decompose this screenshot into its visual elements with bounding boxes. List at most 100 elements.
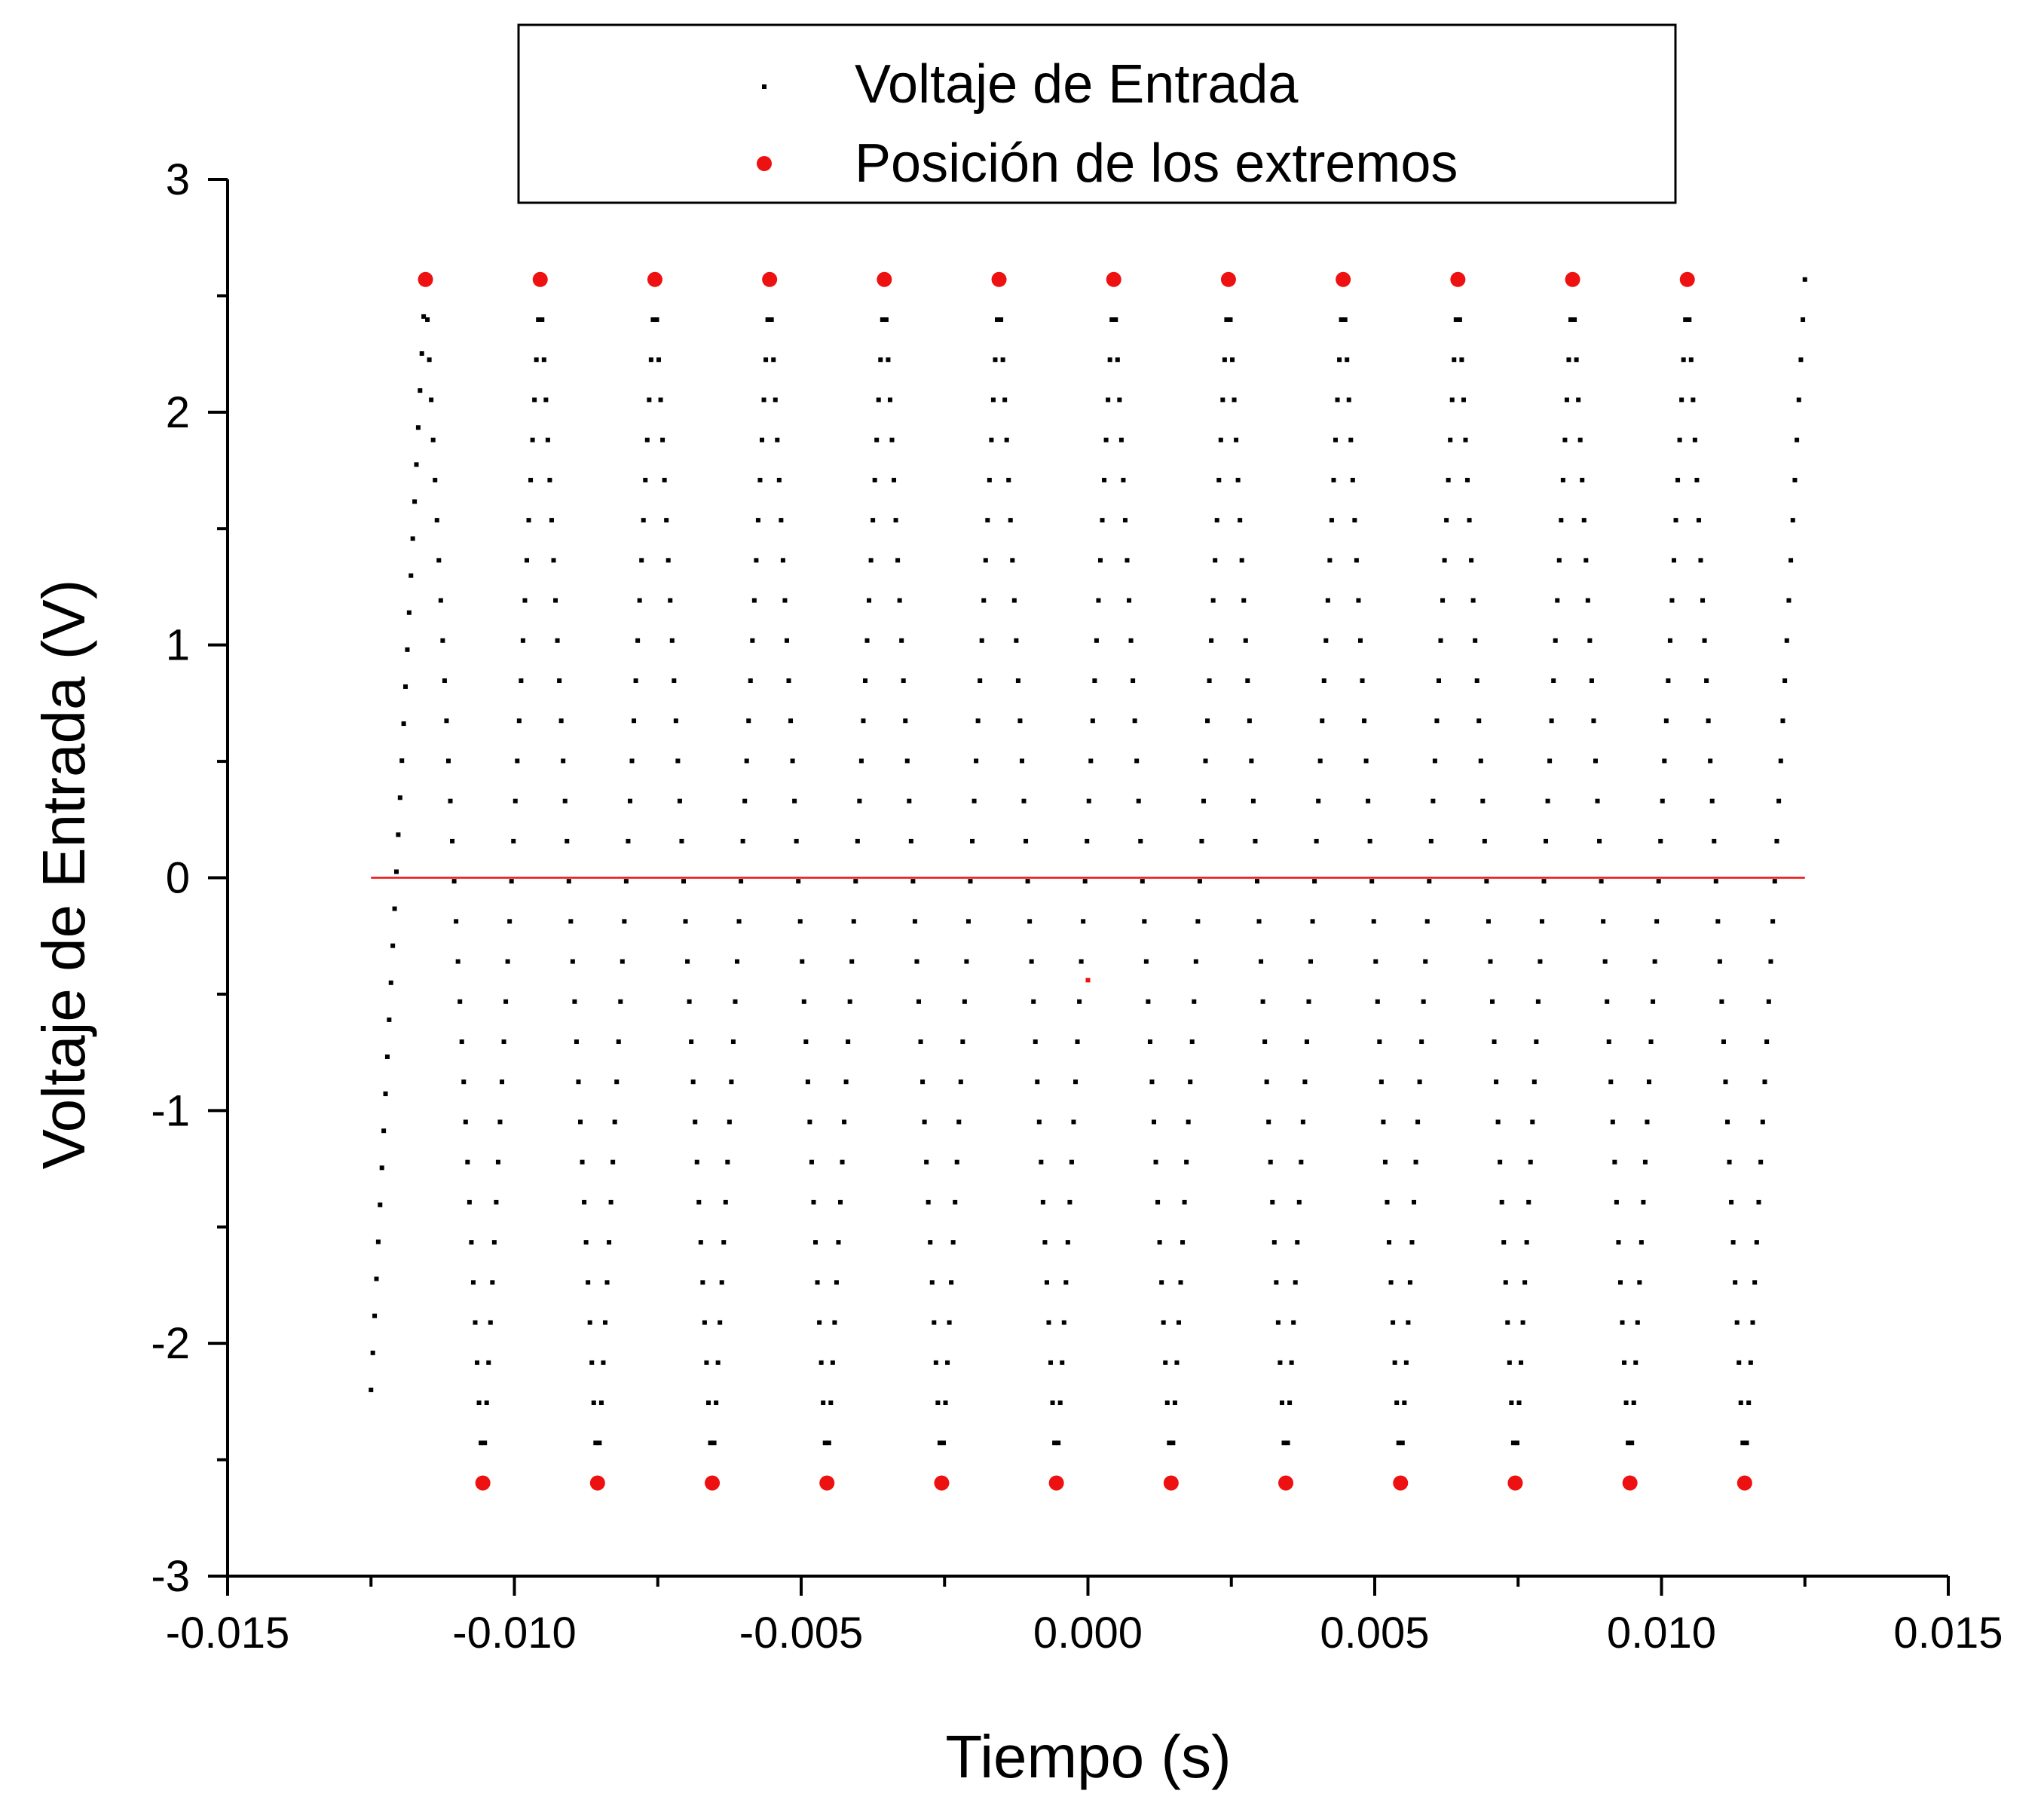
voltage-sample-point [583, 1240, 589, 1245]
voltage-sample-point [465, 1159, 470, 1165]
voltage-sample-point [1459, 357, 1464, 363]
voltage-sample-point [836, 1240, 841, 1245]
voltage-sample-point [1402, 1400, 1407, 1406]
extremum-point [1220, 271, 1236, 287]
voltage-sample-point [1727, 1159, 1732, 1165]
voltage-sample-point [932, 1320, 937, 1325]
voltage-sample-point [797, 919, 803, 924]
voltage-sample-point [1702, 638, 1707, 643]
y-tick-label: 2 [166, 388, 190, 437]
voltage-sample-point [834, 1280, 839, 1285]
voltage-sample-point [922, 1119, 927, 1125]
voltage-sample-point [1346, 397, 1351, 403]
voltage-sample-point [1786, 598, 1792, 603]
voltage-sample-point [1207, 678, 1212, 684]
voltage-sample-point [907, 798, 912, 804]
voltage-sample-point [1199, 838, 1204, 843]
voltage-sample-point [1373, 959, 1378, 964]
extremum-point [819, 1475, 835, 1491]
voltage-sample-point [1488, 959, 1493, 964]
voltage-sample-point [1216, 477, 1222, 482]
voltage-sample-point [1121, 477, 1126, 482]
voltage-sample-point [1317, 758, 1323, 764]
voltage-sample-point [846, 1039, 851, 1045]
voltage-sample-point [1253, 838, 1258, 843]
voltage-sample-point [740, 838, 745, 843]
voltage-sample-point [591, 1400, 596, 1406]
voltage-sample-point [1696, 518, 1701, 523]
voltage-sample-point [807, 1119, 812, 1125]
voltage-sample-point [677, 798, 682, 804]
voltage-sample-point [1784, 638, 1789, 643]
voltage-sample-point [1378, 1079, 1384, 1085]
voltage-sample-point [796, 879, 801, 884]
voltage-sample-point [513, 798, 518, 804]
voltage-sample-point [598, 1400, 604, 1406]
voltage-sample-point [990, 397, 996, 403]
voltage-sample-point [995, 317, 1000, 323]
voltage-sample-point [1776, 798, 1782, 804]
voltage-sample-point [956, 1119, 962, 1125]
extremum-point [1507, 1475, 1523, 1491]
voltage-sample-point [947, 1320, 952, 1325]
voltage-sample-point [924, 1159, 929, 1165]
voltage-sample-point [1480, 798, 1486, 804]
voltage-sample-point [1675, 477, 1681, 482]
extremum-point [877, 271, 892, 287]
voltage-sample-point [1262, 1039, 1268, 1045]
voltage-sample-point [1146, 999, 1151, 1004]
voltage-sample-point [1748, 1360, 1753, 1365]
legend-label-voltaje: Voltaje de Entrada [855, 54, 1299, 115]
voltage-sample-point [1164, 1400, 1170, 1406]
voltage-sample-point [1000, 357, 1005, 363]
voltage-sample-point [1260, 999, 1265, 1004]
voltage-sample-point [1599, 879, 1604, 884]
voltage-sample-point [792, 798, 797, 804]
voltage-sample-point [1421, 999, 1426, 1004]
voltage-sample-point [861, 718, 866, 724]
voltage-sample-point [862, 678, 867, 684]
voltage-sample-point [929, 1280, 935, 1285]
voltage-sample-point [558, 718, 564, 724]
voltage-sample-point [1482, 838, 1487, 843]
voltage-sample-point [719, 1280, 724, 1285]
voltage-sample-point [1403, 1360, 1409, 1365]
voltage-sample-point [739, 879, 744, 884]
voltage-sample-point [851, 919, 856, 924]
voltage-sample-point [1449, 397, 1455, 403]
voltage-sample-point [1291, 1320, 1296, 1325]
voltage-sample-point [1357, 638, 1363, 643]
voltage-sample-point [1519, 1360, 1524, 1365]
voltage-sample-point [1360, 678, 1365, 684]
voltage-sample-point [1107, 357, 1112, 363]
voltage-sample-point [1591, 718, 1596, 724]
voltage-sample-point [1073, 1079, 1079, 1085]
voltage-sample-point [1738, 1400, 1743, 1406]
voltage-sample-point [1371, 919, 1376, 924]
voltage-sample-point [1708, 758, 1713, 764]
voltage-sample-point [1299, 1159, 1304, 1165]
voltage-sample-point [589, 1360, 595, 1365]
extremum-point [1048, 1475, 1064, 1491]
voltage-sample-point [658, 397, 663, 403]
voltage-sample-point [855, 838, 860, 843]
voltage-sample-point [1274, 1280, 1279, 1285]
voltage-sample-point [983, 558, 988, 563]
voltage-sample-point [941, 1440, 946, 1446]
voltage-sample-point [1350, 477, 1355, 482]
voltage-sample-point [1505, 1320, 1510, 1325]
voltage-sample-point [501, 1039, 506, 1045]
voltage-sample-point [1356, 598, 1361, 603]
voltage-sample-point [1555, 598, 1560, 603]
voltage-sample-point [1310, 919, 1315, 924]
voltage-sample-point [524, 558, 529, 563]
voltage-sample-point [1247, 718, 1252, 724]
voltage-sample-point [1574, 357, 1579, 363]
voltage-sample-point [1656, 879, 1661, 884]
voltage-sample-point [1321, 678, 1326, 684]
voltage-sample-point [943, 1400, 948, 1406]
voltage-sample-point [1639, 1240, 1644, 1245]
voltage-sample-point [540, 317, 545, 323]
voltage-sample-point [1509, 1400, 1514, 1406]
